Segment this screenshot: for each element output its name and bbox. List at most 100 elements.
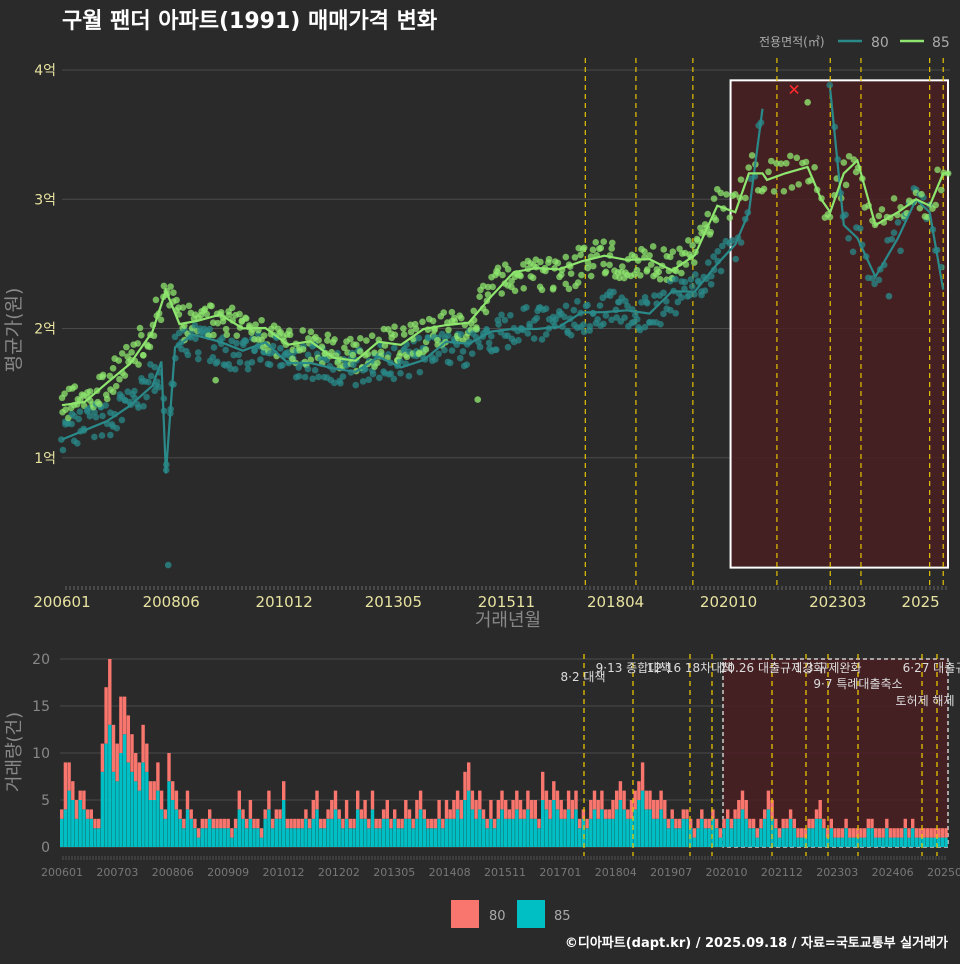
- data-point-85: [636, 272, 644, 279]
- bar-85: [885, 828, 889, 847]
- data-point-80: [561, 313, 568, 321]
- bar-80: [829, 818, 833, 829]
- data-point-80: [331, 379, 338, 387]
- data-point-80: [533, 314, 541, 322]
- bar-80: [881, 828, 885, 838]
- data-point-85: [445, 326, 452, 334]
- bar-85: [681, 818, 685, 847]
- data-point-85: [802, 158, 810, 166]
- data-point-85: [374, 359, 381, 367]
- bar-80: [356, 790, 360, 810]
- data-point-80: [694, 277, 702, 285]
- data-point-85: [356, 348, 364, 355]
- bar-80: [200, 818, 204, 829]
- bar-85: [478, 809, 482, 847]
- bar-85: [204, 828, 208, 847]
- bar-80: [933, 828, 937, 838]
- bar-85: [589, 818, 593, 847]
- data-point-85: [578, 271, 585, 279]
- bar-85: [618, 800, 623, 847]
- bar-80: [67, 762, 71, 791]
- data-point-80: [574, 298, 581, 305]
- data-point-85: [587, 272, 595, 280]
- bar-85: [285, 828, 290, 847]
- data-point-85: [520, 285, 528, 292]
- bar-80: [159, 790, 164, 810]
- data-point-85: [400, 325, 407, 332]
- data-point-85: [225, 311, 233, 319]
- data-point-80: [826, 81, 834, 89]
- y-tick-label: 2억: [34, 322, 56, 338]
- data-point-85: [499, 271, 506, 279]
- bar-85: [644, 809, 648, 847]
- data-point-85: [214, 319, 222, 327]
- bar-80: [430, 818, 434, 829]
- bar-85: [63, 809, 68, 847]
- bar-85: [263, 818, 267, 847]
- data-point-80: [435, 350, 442, 358]
- bar-85: [533, 818, 537, 847]
- bar-80: [489, 800, 493, 819]
- data-point-85: [666, 253, 674, 261]
- bar-85: [415, 818, 419, 847]
- data-point-85: [608, 239, 616, 247]
- bar-85: [222, 828, 227, 847]
- data-point-85: [606, 261, 613, 269]
- bar-85: [200, 828, 204, 847]
- x-tick-label: 202303: [816, 866, 858, 879]
- bar-80: [478, 790, 482, 810]
- bar-85: [282, 800, 286, 847]
- data-point-85: [116, 375, 123, 383]
- data-point-85: [223, 331, 231, 338]
- data-point-85: [577, 251, 584, 259]
- data-point-80: [636, 326, 644, 334]
- bar-85: [293, 828, 297, 847]
- bar-85: [899, 837, 904, 847]
- bar-85: [622, 809, 626, 847]
- bar-85: [781, 828, 785, 847]
- bar-80: [71, 781, 75, 800]
- bar-85: [670, 818, 674, 847]
- data-point-85: [745, 164, 753, 171]
- legend-label-80: 80: [871, 35, 889, 51]
- data-point-85: [649, 243, 657, 250]
- data-point-85: [932, 201, 939, 209]
- series-line-80: [61, 89, 945, 474]
- bar-85: [807, 828, 811, 847]
- data-point-80: [415, 334, 423, 342]
- data-point-85: [616, 274, 623, 282]
- data-point-80: [59, 446, 67, 454]
- bar-85: [489, 818, 493, 847]
- data-point-80: [227, 365, 234, 372]
- bar-85: [737, 818, 741, 847]
- data-point-80: [140, 402, 147, 410]
- data-point-80: [523, 304, 530, 311]
- data-point-85: [571, 254, 579, 261]
- data-point-80: [687, 276, 695, 283]
- bar-80: [626, 809, 630, 819]
- x-tick-label: 200909: [207, 866, 249, 879]
- data-point-85: [99, 373, 106, 381]
- x-tick-label: 201804: [587, 593, 644, 611]
- bar-80: [555, 790, 560, 810]
- data-point-80: [657, 320, 664, 328]
- bar-80: [689, 818, 693, 829]
- bar-85: [433, 828, 438, 847]
- legend-swatch-80: [451, 900, 479, 928]
- data-point-80: [86, 412, 94, 420]
- bar-85: [555, 809, 560, 847]
- bar-85: [348, 828, 352, 847]
- legend-label-80: 80: [489, 909, 506, 924]
- data-point-85: [690, 259, 698, 266]
- bar-80: [152, 781, 156, 800]
- y-tick-label: 0: [41, 840, 50, 856]
- data-point-85: [134, 340, 142, 347]
- bar-80: [652, 800, 656, 819]
- bar-85: [655, 818, 660, 847]
- bar-85: [870, 828, 874, 847]
- bar-85: [163, 818, 167, 847]
- bar-85: [326, 818, 330, 847]
- bar-85: [840, 837, 845, 847]
- bar-85: [171, 800, 175, 847]
- bar-80: [766, 790, 771, 810]
